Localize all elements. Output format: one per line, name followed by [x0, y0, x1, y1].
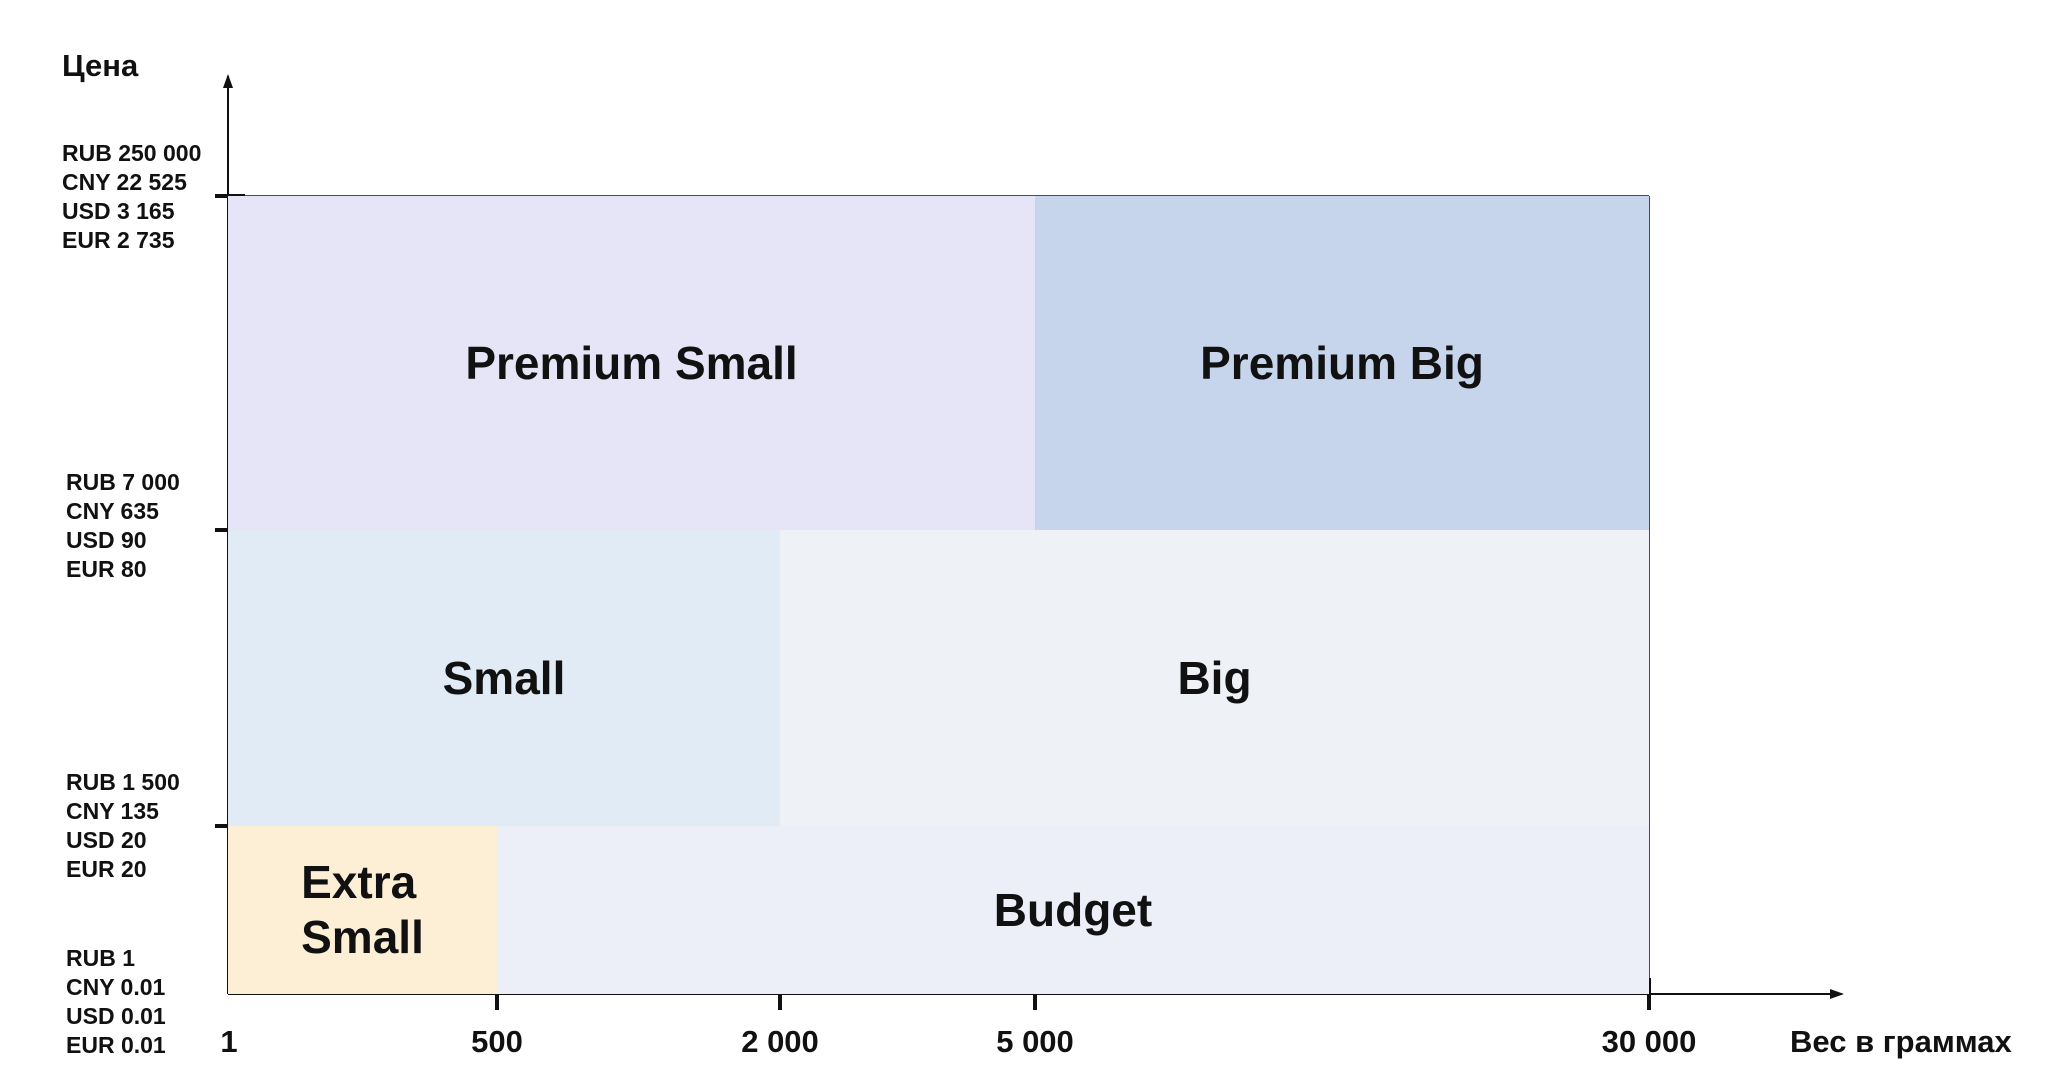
price-rub: RUB 7 000 — [66, 469, 180, 495]
price-eur: EUR 80 — [66, 556, 147, 582]
price-cny: CNY 135 — [66, 798, 159, 824]
price-usd: USD 3 165 — [62, 198, 175, 224]
zone-extra-small: Extra Small — [228, 826, 497, 994]
zone-label-budget: Budget — [993, 883, 1153, 936]
zone-label-premium-big: Premium Big — [1200, 336, 1484, 389]
price-usd: USD 20 — [66, 827, 147, 853]
price-eur: EUR 0.01 — [66, 1032, 166, 1058]
y-axis-title: Цена — [62, 48, 139, 83]
zone-budget: Budget — [497, 826, 1649, 994]
price-cny: CNY 0.01 — [66, 974, 166, 1000]
x-tick-label: 500 — [471, 1024, 523, 1059]
x-axis-title: Вес в граммах — [1790, 1024, 2012, 1059]
zone-small: Small — [228, 530, 780, 826]
price-level-label: RUB 1 500 CNY 135 USD 20 EUR 20 — [66, 768, 180, 884]
price-usd: USD 90 — [66, 527, 147, 553]
price-level-label: RUB 7 000 CNY 635 USD 90 EUR 80 — [66, 468, 180, 584]
x-tick-label: 5 000 — [996, 1024, 1074, 1059]
zone-label-small: Small — [442, 651, 566, 704]
price-eur: EUR 20 — [66, 856, 147, 882]
price-level-label: RUB 250 000 CNY 22 525 USD 3 165 EUR 2 7… — [62, 139, 201, 255]
x-tick-label: 1 — [220, 1024, 238, 1059]
x-tick-label: 30 000 — [1601, 1024, 1697, 1059]
price-cny: CNY 635 — [66, 498, 159, 524]
zone-label-extra-small: Extra Small — [301, 856, 424, 963]
price-eur: EUR 2 735 — [62, 227, 175, 253]
zone-big: Big — [780, 530, 1649, 826]
zone-premium-big: Premium Big — [1035, 196, 1649, 530]
price-rub: RUB 250 000 — [62, 140, 202, 166]
price-level-label: RUB 1 CNY 0.01 USD 0.01 EUR 0.01 — [66, 944, 166, 1060]
price-usd: USD 0.01 — [66, 1003, 166, 1029]
price-rub: RUB 1 500 — [66, 769, 180, 795]
zone-premium-small: Premium Small — [228, 196, 1035, 530]
price-cny: CNY 22 525 — [62, 169, 187, 195]
x-tick-label: 2 000 — [741, 1024, 819, 1059]
zone-label-big: Big — [1177, 651, 1252, 704]
price-rub: RUB 1 — [66, 945, 136, 971]
zone-label-premium-small: Premium Small — [465, 336, 798, 389]
